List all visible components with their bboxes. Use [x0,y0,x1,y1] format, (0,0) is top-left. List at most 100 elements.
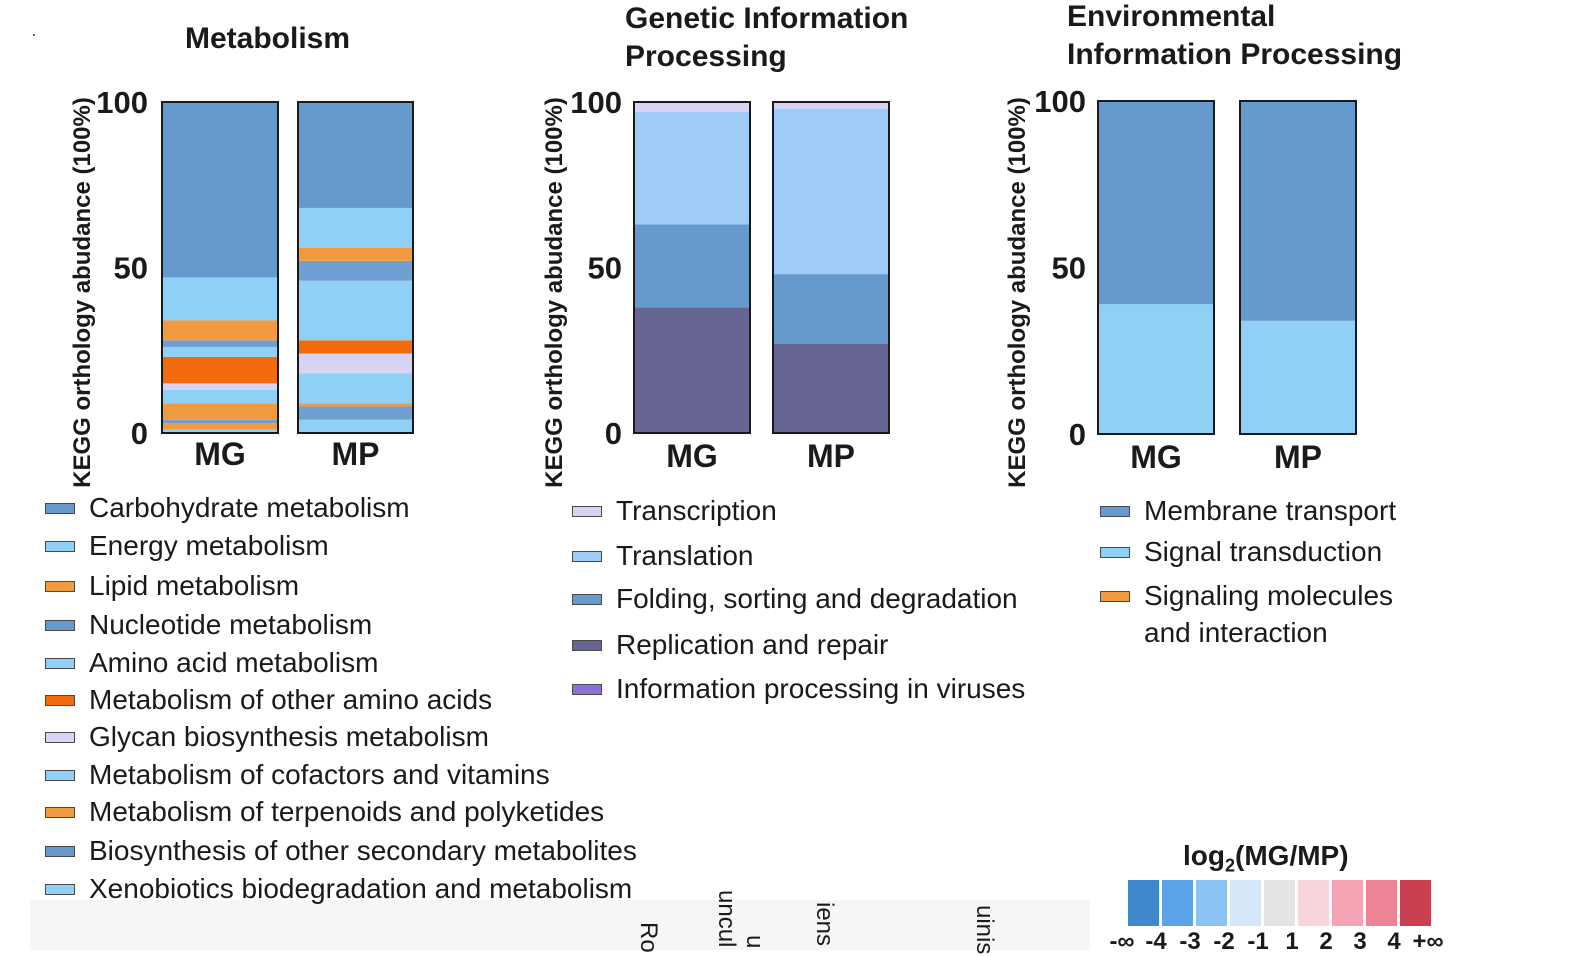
legend-swatch [572,640,602,651]
scale-cell [1230,880,1261,926]
scale-cell [1298,880,1329,926]
legend-swatch [45,620,75,631]
bar-segment [162,419,278,424]
legend-label: Signal transduction [1144,536,1383,567]
legend-item: Xenobiotics biodegradation and metabolis… [45,870,637,907]
legend-item: Transcription [572,492,1025,529]
bar-segment [634,102,750,112]
legend-label: Transcription [616,495,777,526]
scale-label: -4 [1145,928,1167,955]
legend-swatch [45,695,75,706]
bar-segment [162,356,278,384]
bar-outline [297,101,414,434]
bar-segment [298,419,413,433]
bar-outline [1239,100,1357,435]
legend-swatch [1100,547,1130,558]
bar-segment [162,403,278,420]
legend-genetic-information: Transcription Translation Folding, sorting… [572,492,1025,707]
legend-item: Replication and repair [572,626,1025,663]
bar-segment [298,207,413,248]
legend-label: Carbohydrate metabolism [89,492,410,523]
y-tick-label: 100 [1034,84,1086,119]
bar-segment [162,429,278,433]
color-scale [1128,880,1434,926]
category-label: MG [666,438,718,474]
bar-segment [298,260,413,281]
chart-title: Metabolism [185,22,350,55]
legend-label: Signaling molecules and interaction [1144,580,1394,648]
truncated-axis-label: uinis [971,905,998,955]
legend-item: Signal transduction [1100,533,1396,570]
color-scale-title: log2(MG/MP) [1183,840,1349,876]
category-label: MG [194,436,246,472]
bar-segment [162,320,278,341]
stray-mark [33,34,35,36]
truncated-axis-label: Ro [635,922,662,953]
legend-label: Xenobiotics biodegradation and metabolis… [89,873,633,904]
scale-label: 1 [1285,928,1299,955]
legend-label: Amino acid metabolism [89,647,379,678]
legend-label: Metabolism of cofactors and vitamins [89,759,550,790]
legend-item: Metabolism of cofactors and vitamins [45,756,637,793]
y-tick-label: 0 [131,416,148,451]
legend-swatch [45,846,75,857]
legend-label: Biosynthesis of other secondary metaboli… [89,835,637,866]
bar-outline [161,101,279,434]
scale-cell [1366,880,1397,926]
bar-segment [162,340,278,347]
legend-item: Folding, sorting and degradation [572,580,1025,617]
y-axis-title: KEGG orthology abudance (100%) [69,97,96,488]
bar-segment [298,373,413,404]
scale-label: 2 [1319,928,1333,955]
scale-cell [1264,880,1295,926]
legend-item: Biosynthesis of other secondary metaboli… [45,832,637,869]
legend-item: Lipid metabolism [45,567,637,604]
scale-cell [1332,880,1363,926]
legend-swatch [572,594,602,605]
legend-swatch [45,541,75,552]
scale-cell [1400,880,1431,926]
bar-segment [298,247,413,261]
legend-metabolism: Carbohydrate metabolism Energy metabolism… [45,489,637,907]
bar-segment [1098,101,1214,305]
legend-swatch [45,581,75,592]
y-tick-label: 50 [588,251,622,286]
scale-label: 4 [1387,928,1401,955]
category-label: MP [807,438,855,474]
category-label: MG [1130,439,1182,475]
legend-swatch [45,732,75,743]
scale-cell [1162,880,1193,926]
bar-segment [298,403,413,407]
y-axis-title: KEGG orthology abudance (100%) [541,97,568,488]
bar-segment [773,343,889,433]
legend-item: Glycan biosynthesis metabolism [45,718,637,755]
legend-label: Folding, sorting and degradation [616,583,1018,614]
bar-segment [162,389,278,404]
y-tick-label: 50 [1052,251,1086,286]
legend-item: Carbohydrate metabolism [45,489,637,526]
legend-label: Lipid metabolism [89,570,300,601]
bar-segment [298,353,413,374]
category-label: MP [1274,439,1322,475]
bar-segment [162,423,278,430]
legend-label: Information processing in viruses [616,673,1026,704]
chart-title: Environmental Information Processing [1067,0,1402,71]
color-scale-labels: -∞ -4 -3 -2 -1 1 2 3 4 +∞ [1105,928,1445,956]
bar-outline [1097,100,1215,435]
bar-segment [162,346,278,357]
bar-segment [634,224,750,308]
legend-swatch [1100,506,1130,517]
legend-item: Signaling molecules and interaction [1100,577,1396,651]
bar-segment [1098,304,1214,434]
legend-item: Membrane transport [1100,492,1396,529]
legend-label: Metabolism of terpenoids and polyketides [89,796,605,827]
bar-segment [1240,320,1356,434]
scale-label: -1 [1247,928,1269,955]
bar-outline [772,101,890,434]
legend-item: Translation [572,537,1025,574]
legend-swatch [45,503,75,514]
legend-swatch [45,884,75,895]
bar-segment [298,280,413,341]
legend-label: Replication and repair [616,629,889,660]
